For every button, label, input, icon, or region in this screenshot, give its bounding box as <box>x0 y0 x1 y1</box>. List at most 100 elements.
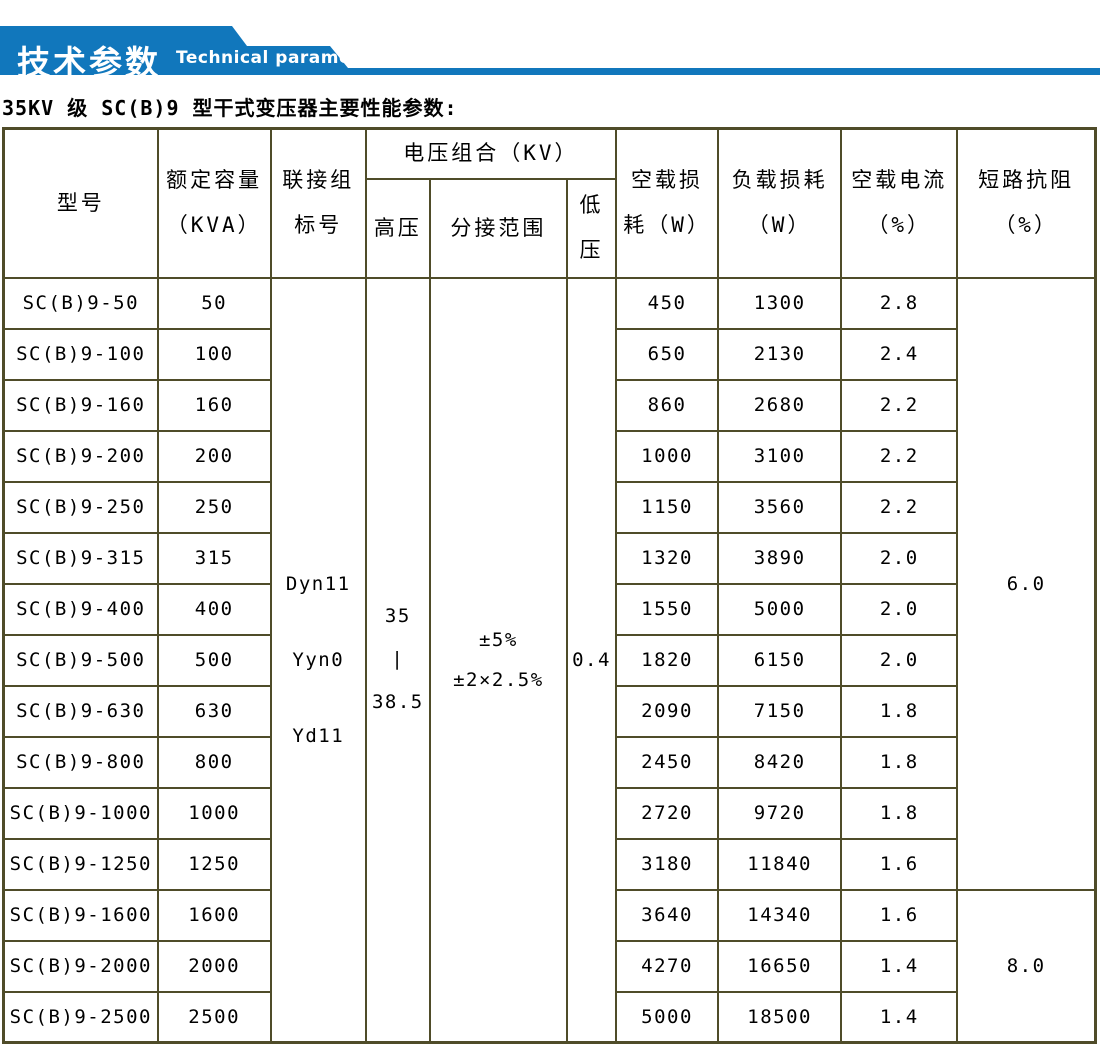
cell-capacity: 1000 <box>156 786 272 840</box>
cell-capacity: 630 <box>156 684 272 738</box>
cell-load-loss: 2680 <box>717 378 843 432</box>
cell-no-load-loss: 2720 <box>614 786 720 840</box>
col-header-voltage-combo: 电压组合（KV） <box>364 127 618 180</box>
cell-model: SC(B)9-1250 <box>2 837 159 891</box>
cell-no-load-loss: 1000 <box>614 429 720 483</box>
cell-no-load-loss: 5000 <box>614 990 720 1044</box>
col-header-tap-range: 分接范围 <box>428 177 568 279</box>
col-header-hv: 高压 <box>364 177 431 279</box>
table-row: SC(B)9-160 160 860 2680 2.2 <box>2 378 1096 432</box>
table-row: SC(B)9-800 800 2450 8420 1.8 <box>2 735 1096 789</box>
cell-capacity: 2500 <box>156 990 272 1044</box>
table-row: SC(B)9-2500 2500 5000 18500 1.4 <box>2 990 1096 1044</box>
cell-model: SC(B)9-2500 <box>2 990 159 1044</box>
banner-ribbon-shape <box>0 26 1100 75</box>
cell-no-load-current: 2.0 <box>840 633 959 687</box>
cell-capacity: 800 <box>156 735 272 789</box>
cell-load-loss: 9720 <box>717 786 843 840</box>
table-row: SC(B)9-400 400 1550 5000 2.0 <box>2 582 1096 636</box>
table-caption: 35KV 级 SC(B)9 型干式变压器主要性能参数: <box>2 96 458 120</box>
cell-no-load-current: 1.8 <box>840 786 959 840</box>
col-header-lv: 低 压 <box>565 177 618 279</box>
section-banner: 技术参数 Technical parameter <box>0 0 1100 82</box>
cell-model: SC(B)9-500 <box>2 633 159 687</box>
cell-load-loss: 18500 <box>717 990 843 1044</box>
cell-model: SC(B)9-100 <box>2 327 159 381</box>
cell-no-load-loss: 3180 <box>614 837 720 891</box>
table-row: SC(B)9-630 630 2090 7150 1.8 <box>2 684 1096 738</box>
cell-no-load-current: 1.8 <box>840 684 959 738</box>
header-row-1: 型号 额定容量 （KVA） 联接组 标号 电压组合（KV） 空载损 耗（W） 负… <box>2 127 1097 279</box>
table-row: SC(B)9-1000 1000 2720 9720 1.8 <box>2 786 1096 840</box>
cell-model: SC(B)9-1000 <box>2 786 159 840</box>
cell-no-load-current: 1.4 <box>840 990 959 1044</box>
cell-load-loss: 5000 <box>717 582 843 636</box>
section-subtitle-en: Technical parameter <box>176 48 381 68</box>
cell-model: SC(B)9-315 <box>2 531 159 585</box>
section-title: 技术参数 <box>17 43 161 82</box>
cell-model: SC(B)9-200 <box>2 429 159 483</box>
cell-load-loss: 8420 <box>717 735 843 789</box>
cell-no-load-loss: 3640 <box>614 888 720 942</box>
cell-model: SC(B)9-1600 <box>2 888 159 942</box>
cell-no-load-current: 2.4 <box>840 327 959 381</box>
table-row: SC(B)9-100 100 650 2130 2.4 <box>2 327 1096 381</box>
cell-no-load-current: 2.0 <box>840 582 959 636</box>
cell-load-loss: 3100 <box>717 429 843 483</box>
table-row: SC(B)9-250 250 1150 3560 2.2 <box>2 480 1096 534</box>
cell-no-load-loss: 860 <box>614 378 720 432</box>
cell-no-load-current: 2.0 <box>840 531 959 585</box>
cell-load-loss: 11840 <box>717 837 843 891</box>
cell-model: SC(B)9-160 <box>2 378 159 432</box>
cell-model: SC(B)9-250 <box>2 480 159 534</box>
cell-no-load-loss: 650 <box>614 327 720 381</box>
cell-model: SC(B)9-2000 <box>2 939 159 993</box>
cell-tap-range: ±5% ±2×2.5% <box>428 276 568 1044</box>
cell-no-load-loss: 1550 <box>614 582 720 636</box>
cell-load-loss: 6150 <box>717 633 843 687</box>
cell-capacity: 315 <box>156 531 272 585</box>
cell-capacity: 160 <box>156 378 272 432</box>
cell-hv-voltage: 35 | 38.5 <box>364 276 431 1044</box>
cell-load-loss: 3890 <box>717 531 843 585</box>
cell-no-load-current: 1.6 <box>840 888 959 942</box>
cell-capacity: 1250 <box>156 837 272 891</box>
cell-no-load-loss: 4270 <box>614 939 720 993</box>
parameters-table: 型号 额定容量 （KVA） 联接组 标号 电压组合（KV） 空载损 耗（W） 负… <box>2 127 1097 1044</box>
table-row: SC(B)9-1600 1600 3640 14340 1.6 8.0 <box>2 888 1097 1044</box>
cell-no-load-current: 1.6 <box>840 837 959 891</box>
cell-no-load-loss: 2450 <box>614 735 720 789</box>
cell-capacity: 400 <box>156 582 272 636</box>
cell-no-load-loss: 450 <box>614 276 720 330</box>
col-header-vector-group: 联接组 标号 <box>269 127 367 279</box>
cell-capacity: 200 <box>156 429 272 483</box>
cell-model: SC(B)9-50 <box>2 276 159 330</box>
table-row: SC(B)9-500 500 1820 6150 2.0 <box>2 633 1096 687</box>
col-header-no-load-loss: 空载损 耗（W） <box>614 127 720 279</box>
cell-no-load-current: 2.2 <box>840 378 959 432</box>
col-header-capacity: 额定容量 （KVA） <box>156 127 272 279</box>
table-row: SC(B)9-315 315 1320 3890 2.0 <box>2 531 1096 585</box>
col-header-load-loss: 负载损耗 （W） <box>717 127 843 279</box>
cell-capacity: 500 <box>156 633 272 687</box>
cell-no-load-loss: 1320 <box>614 531 720 585</box>
cell-impedance-low: 6.0 <box>956 276 1097 891</box>
cell-no-load-current: 2.2 <box>840 480 959 534</box>
cell-no-load-loss: 1150 <box>614 480 720 534</box>
cell-no-load-current: 2.8 <box>840 276 959 330</box>
cell-no-load-loss: 1820 <box>614 633 720 687</box>
cell-no-load-current: 1.4 <box>840 939 959 993</box>
cell-capacity: 250 <box>156 480 272 534</box>
table-row: SC(B)9-50 50 Dyn11 Yyn0 Yd11 35 | 38.5 ±… <box>2 276 1097 1044</box>
cell-model: SC(B)9-400 <box>2 582 159 636</box>
cell-capacity: 100 <box>156 327 272 381</box>
cell-load-loss: 7150 <box>717 684 843 738</box>
cell-no-load-loss: 2090 <box>614 684 720 738</box>
cell-capacity: 50 <box>156 276 272 330</box>
col-header-model: 型号 <box>2 127 159 279</box>
cell-no-load-current: 2.2 <box>840 429 959 483</box>
cell-model: SC(B)9-630 <box>2 684 159 738</box>
cell-impedance-high: 8.0 <box>956 888 1097 1044</box>
cell-model: SC(B)9-800 <box>2 735 159 789</box>
cell-vector-groups: Dyn11 Yyn0 Yd11 <box>269 276 367 1044</box>
